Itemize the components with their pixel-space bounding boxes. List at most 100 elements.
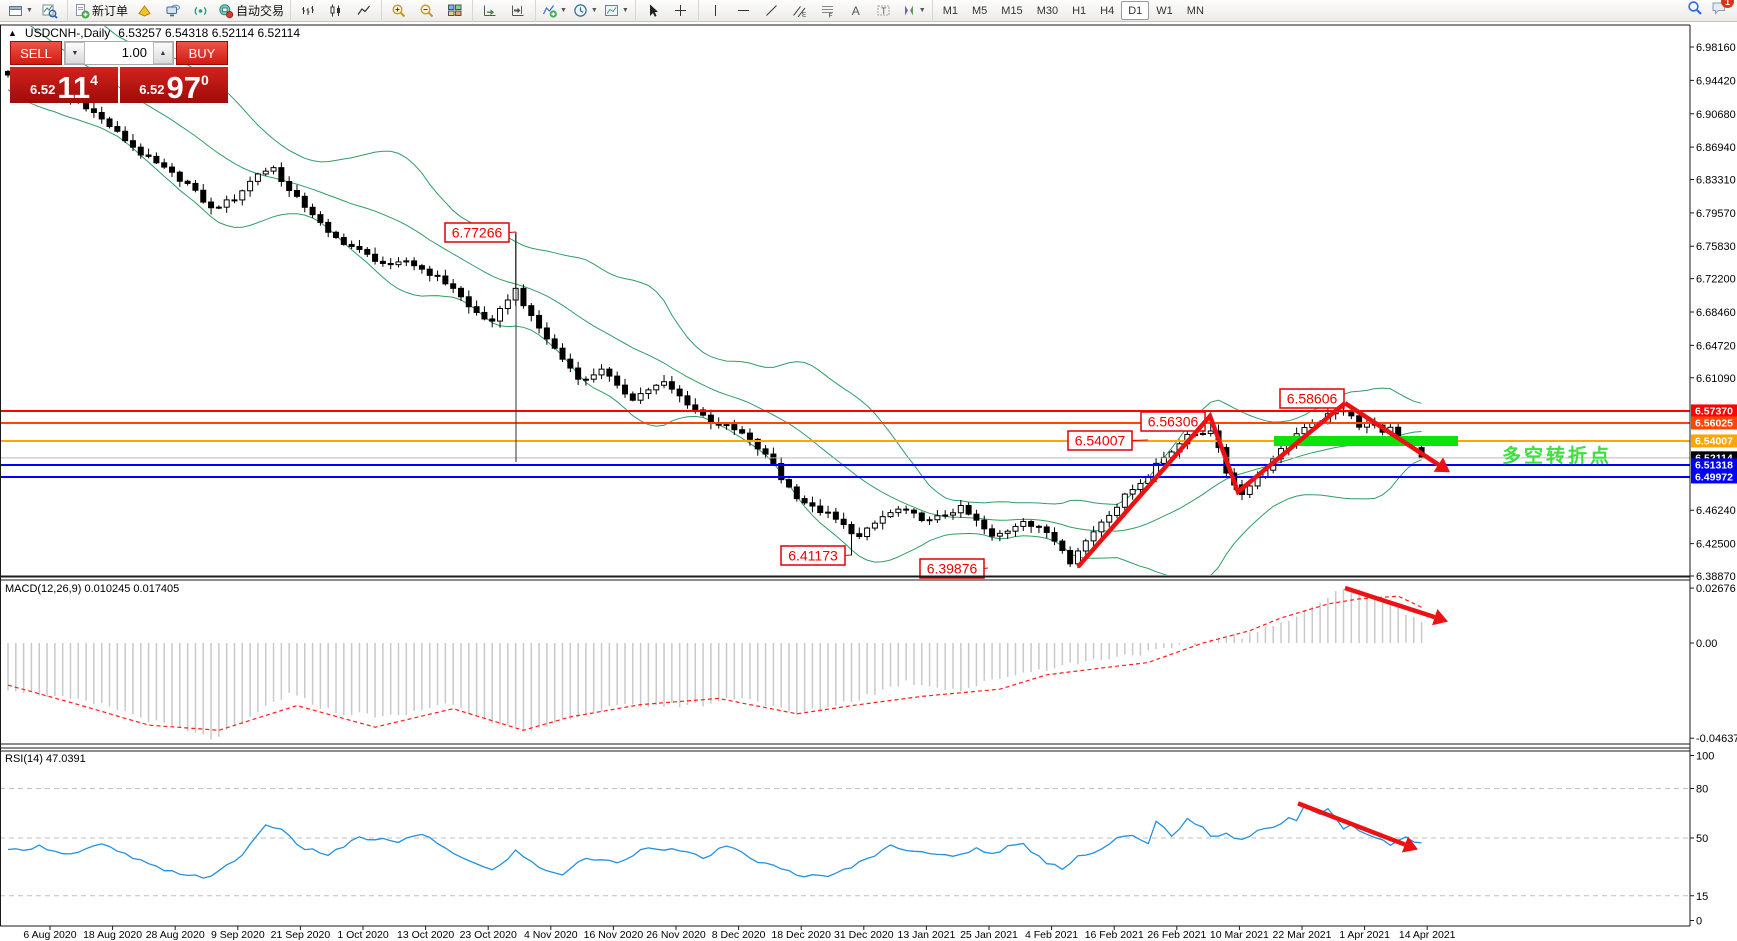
toolbar-group-6 <box>634 0 698 22</box>
ask-price-box[interactable]: 6.52 97 0 <box>120 67 228 103</box>
candle-body <box>910 509 917 514</box>
chart-text: 6.75830 <box>1696 241 1736 253</box>
timeframe-m30-button[interactable]: M30 <box>1036 4 1059 17</box>
trend-arrow[interactable] <box>1343 401 1440 467</box>
candle-body <box>1035 525 1042 528</box>
shapes-button[interactable]: ▼ <box>898 0 929 22</box>
chart-text: 0.00 <box>1696 638 1717 650</box>
zoom-in-button[interactable] <box>385 0 413 22</box>
candle-body <box>801 498 808 504</box>
candle-body <box>153 155 160 164</box>
sell-button[interactable]: SELL <box>10 41 62 65</box>
price-callout[interactable]: 6.54007 <box>1067 430 1149 451</box>
vps-button[interactable] <box>159 0 187 22</box>
candle-body <box>348 243 355 248</box>
candle-body <box>1121 493 1128 508</box>
zigzag-trend-arrows[interactable] <box>1076 401 1450 569</box>
candle-body <box>965 504 972 515</box>
rsi-indicator-label: RSI(14) 47.0391 <box>5 753 86 765</box>
candle-body <box>621 384 628 395</box>
fibonacci-button[interactable]: F <box>814 0 842 22</box>
trend-arrow[interactable] <box>1344 585 1436 620</box>
candlestick-button[interactable] <box>322 0 350 22</box>
timeframe-m1-button[interactable]: M1 <box>942 4 958 17</box>
macd-signal-line <box>7 595 1422 731</box>
metaeditor-button[interactable] <box>131 0 159 22</box>
price-callout[interactable]: 6.56306 <box>1140 411 1208 432</box>
candle-body <box>309 206 316 216</box>
candle-body <box>442 275 449 285</box>
candle-body <box>129 140 136 148</box>
search-button[interactable] <box>1687 0 1703 21</box>
candle-body <box>1207 430 1214 434</box>
timeframe-h4-button[interactable]: H4 <box>1100 4 1115 17</box>
chart-windows-button[interactable]: ▼ <box>5 0 36 22</box>
toolbar-group-5: ▼ ▼ ▼ <box>534 0 635 22</box>
volume-decrease-button[interactable]: ▼ <box>65 42 85 64</box>
crosshair-button[interactable] <box>667 0 695 22</box>
chart-text: 4 Nov 2020 <box>524 929 578 941</box>
tile-windows-button[interactable] <box>441 0 469 22</box>
horizontal-line-button[interactable] <box>730 0 758 22</box>
candle-body <box>239 190 246 201</box>
text-button[interactable]: A <box>842 0 870 22</box>
chart-text: 10 Mar 2021 <box>1210 929 1269 941</box>
signals-button[interactable] <box>187 0 215 22</box>
timeframe-d1-button[interactable]: D1 <box>1121 1 1150 20</box>
candle-body <box>645 389 652 395</box>
text-icon: A <box>852 4 860 18</box>
candle-body <box>973 513 980 521</box>
trendline-button[interactable] <box>758 0 786 22</box>
volume-value[interactable]: 1.00 <box>121 45 147 60</box>
profiles-button[interactable] <box>36 0 64 22</box>
trend-arrow[interactable] <box>1297 801 1406 847</box>
svg-text:A: A <box>852 4 860 18</box>
channel-button[interactable]: E <box>786 0 814 22</box>
timeframe-m15-button[interactable]: M15 <box>1001 4 1023 17</box>
candle-body <box>684 395 691 406</box>
new-order-button[interactable]: 新订单 <box>71 0 131 22</box>
volume-increase-button[interactable]: ▲ <box>153 42 173 64</box>
buy-button[interactable]: BUY <box>176 41 228 65</box>
one-click-collapse-icon[interactable]: ▲ <box>8 28 17 38</box>
label-button[interactable]: T <box>870 0 898 22</box>
date-axis[interactable]: 6 Aug 2020 18 Aug 2020 28 Aug 2020 9 Sep 20… <box>23 926 1456 941</box>
candle-body <box>418 265 425 270</box>
price-callout[interactable]: 6.41173 <box>780 545 852 566</box>
chart-plot-area[interactable] <box>0 25 1690 926</box>
chart-text: 23 Oct 2020 <box>460 929 517 941</box>
chart-shift-button[interactable] <box>504 0 532 22</box>
volume-stepper: ▼ 1.00 ▲ <box>64 41 174 65</box>
bar-chart-button[interactable] <box>294 0 322 22</box>
price-callout[interactable]: 6.58606 <box>1279 388 1345 409</box>
chart-text: 6.90680 <box>1696 109 1736 121</box>
auto-scroll-button[interactable] <box>476 0 504 22</box>
timeframe-w1-button[interactable]: W1 <box>1156 4 1173 17</box>
zoom-out-button[interactable] <box>413 0 441 22</box>
cursor-button[interactable] <box>639 0 667 22</box>
candle-body <box>926 519 933 522</box>
vertical-line-button[interactable] <box>702 0 730 22</box>
line-chart-button[interactable] <box>350 0 378 22</box>
chart-text: 16 Nov 2020 <box>584 929 644 941</box>
autotrading-button[interactable]: 自动交易 <box>215 0 287 22</box>
timeframe-h1-button[interactable]: H1 <box>1072 4 1087 17</box>
support-zone-rectangle[interactable] <box>1274 436 1458 447</box>
price-axis[interactable]: 6.98160 6.94420 6.90680 6.86940 6.83310 6.795… <box>1690 42 1737 928</box>
templates-button[interactable]: ▼ <box>601 0 632 22</box>
candle-body <box>770 453 777 465</box>
price-callout[interactable]: 6.77266 <box>444 222 517 462</box>
timeframe-m5-button[interactable]: M5 <box>972 4 988 17</box>
bid-price-box[interactable]: 6.52 11 4 <box>10 67 118 103</box>
timeframe-mn-button[interactable]: MN <box>1186 4 1204 17</box>
chart-text: 6.54007 <box>1695 435 1733 447</box>
candle-body <box>1004 530 1011 534</box>
candle-body <box>262 170 269 175</box>
indicators-button[interactable]: ▼ <box>539 0 570 22</box>
periods-button[interactable]: ▼ <box>570 0 601 22</box>
chat-button[interactable]: 1 <box>1711 0 1734 21</box>
chart-text: 26 Nov 2020 <box>646 929 706 941</box>
chart-text: 22 Mar 2021 <box>1273 929 1332 941</box>
price-callout[interactable]: 6.39876 <box>919 558 989 579</box>
